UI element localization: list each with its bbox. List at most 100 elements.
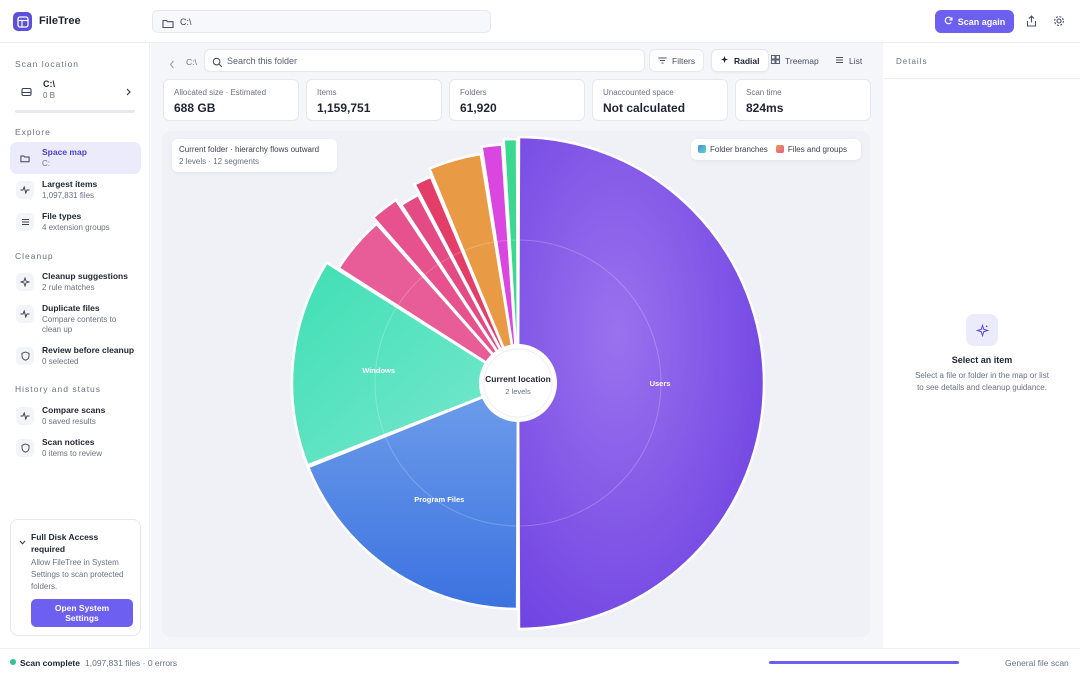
legend-swatch xyxy=(775,145,784,153)
chart-segment[interactable] xyxy=(290,260,521,467)
nav-scan-notices[interactable]: Scan notices 0 items to review xyxy=(10,432,141,464)
nav-title: File types xyxy=(42,211,82,221)
nav-compare-scans[interactable]: Compare scans 0 saved results xyxy=(10,400,141,432)
filter-icon xyxy=(658,56,667,66)
back-icon[interactable] xyxy=(169,56,175,74)
app-name: FileTree xyxy=(39,15,81,27)
legend-label: Folder branches xyxy=(710,145,768,154)
nav-duplicate-files[interactable]: Duplicate files Compare contents to clea… xyxy=(10,298,141,338)
share-icon[interactable] xyxy=(1023,13,1039,29)
refresh-icon xyxy=(944,16,953,27)
toolbar: C:\ Search this folder Filters Radial Tr… xyxy=(151,43,883,78)
nav-sub: C: xyxy=(42,159,50,168)
top-bar: FileTree C:\ Scan again xyxy=(0,0,1080,43)
details-heading: Details xyxy=(896,57,928,66)
details-empty-title: Select an item xyxy=(951,355,1013,365)
search-placeholder: Search this folder xyxy=(227,56,298,66)
breadcrumb[interactable]: C:\ xyxy=(186,57,197,67)
radial-chart: Users Program Files Windows Current locati… xyxy=(290,135,766,631)
chart-segment[interactable] xyxy=(427,152,520,384)
cleanup-heading: Cleanup xyxy=(15,251,54,261)
chart-segment[interactable] xyxy=(399,193,520,384)
sparkle-icon xyxy=(16,273,34,291)
scan-location-item[interactable]: C:\ 0 B xyxy=(10,75,140,105)
nav-space-map[interactable]: Space map C: xyxy=(10,142,141,174)
location-size: 0 B xyxy=(43,91,56,100)
chart-segment[interactable] xyxy=(371,198,520,384)
stat-folders: Folders 61,920 xyxy=(449,79,585,121)
segment-label: Program Files xyxy=(414,495,464,504)
open-system-settings-button[interactable]: Open System Settings xyxy=(31,599,133,627)
details-divider xyxy=(884,78,1080,79)
center-circle[interactable] xyxy=(479,344,557,422)
chart-segment[interactable] xyxy=(336,222,519,385)
stat-unaccounted-space: Unaccounted space Not calculated xyxy=(592,79,728,121)
stat-label: Folders xyxy=(460,88,487,97)
activity-icon xyxy=(16,305,34,323)
status-bar: Scan complete 1,097,831 files · 0 errors… xyxy=(0,648,1080,675)
nav-title: Largest items xyxy=(42,179,98,189)
view-label: Radial xyxy=(734,55,760,66)
nav-largest-items[interactable]: Largest items 1,097,831 files xyxy=(10,174,141,206)
chevron-right-icon xyxy=(125,84,132,102)
activity-icon xyxy=(16,407,34,425)
explore-heading: Explore xyxy=(15,127,51,137)
nav-review-before-cleanup[interactable]: Review before cleanup 0 selected xyxy=(10,340,141,372)
full-disk-access-card: Full Disk Access required Allow FileTree… xyxy=(10,519,141,636)
stat-items: Items 1,159,751 xyxy=(306,79,442,121)
nav-sub: 0 items to review xyxy=(42,449,103,458)
path-text: C:\ xyxy=(180,17,192,27)
filters-button[interactable]: Filters xyxy=(649,49,705,72)
center-title: Current location xyxy=(485,374,551,384)
nav-sub: 0 selected xyxy=(42,357,79,366)
nav-file-types[interactable]: File types 4 extension groups xyxy=(10,206,141,238)
folder-icon xyxy=(16,149,34,167)
chart-segment[interactable] xyxy=(502,137,520,384)
segment-label: Users xyxy=(650,379,671,388)
status-progress-fill xyxy=(769,661,959,664)
status-progress xyxy=(769,661,959,664)
stat-allocated-size: Allocated size · Estimated 688 GB xyxy=(163,79,299,121)
drive-icon xyxy=(21,84,32,102)
view-label: List xyxy=(849,55,863,66)
segment-label: Windows xyxy=(362,366,395,375)
chart-segment[interactable] xyxy=(480,143,520,384)
stat-value: Not calculated xyxy=(603,101,686,115)
inner-ring-guide xyxy=(374,239,662,527)
chart-segment[interactable] xyxy=(306,381,520,611)
stat-label: Scan time xyxy=(746,88,782,97)
view-list-tab[interactable]: List xyxy=(827,49,870,72)
legend-swatch xyxy=(698,145,706,153)
search-icon xyxy=(212,55,223,73)
stat-value: 61,920 xyxy=(460,101,497,115)
stat-scan-time: Scan time 824ms xyxy=(735,79,871,121)
view-treemap-tab[interactable]: Treemap xyxy=(763,49,827,72)
chart-segment[interactable] xyxy=(516,135,766,631)
nav-sub: 2 rule matches xyxy=(42,283,95,292)
chart-legend: Folder branches Files and groups xyxy=(691,139,861,160)
status-state: Scan complete xyxy=(20,658,80,668)
search-input[interactable]: Search this folder xyxy=(204,49,645,72)
chart-segments: Users Program Files Windows xyxy=(290,135,766,631)
scan-again-label: Scan again xyxy=(957,16,1006,27)
legend-folder-branches: Folder branches xyxy=(698,145,768,154)
chevron-down-icon[interactable] xyxy=(19,532,26,550)
gear-icon[interactable] xyxy=(1051,13,1067,29)
path-field[interactable]: C:\ xyxy=(152,10,491,33)
grid-icon xyxy=(771,55,780,66)
activity-icon xyxy=(16,181,34,199)
center-sub: 2 levels xyxy=(505,387,531,396)
nav-sub: 4 extension groups xyxy=(42,223,110,232)
scan-location-heading: Scan location xyxy=(15,59,80,69)
history-heading: History and status xyxy=(15,384,102,394)
chart-segment[interactable] xyxy=(412,175,520,384)
status-mode: General file scan xyxy=(1005,658,1069,668)
scan-again-button[interactable]: Scan again xyxy=(935,10,1014,33)
stat-label: Allocated size · Estimated xyxy=(174,88,267,97)
details-empty-text: Select a file or folder in the map or li… xyxy=(915,371,1049,392)
chart-note: Current folder · hierarchy flows outward… xyxy=(172,139,337,172)
view-radial-tab[interactable]: Radial xyxy=(711,49,769,72)
stat-label: Items xyxy=(317,88,337,97)
nav-cleanup-suggestions[interactable]: Cleanup suggestions 2 rule matches xyxy=(10,266,141,298)
shield-icon xyxy=(16,439,34,457)
